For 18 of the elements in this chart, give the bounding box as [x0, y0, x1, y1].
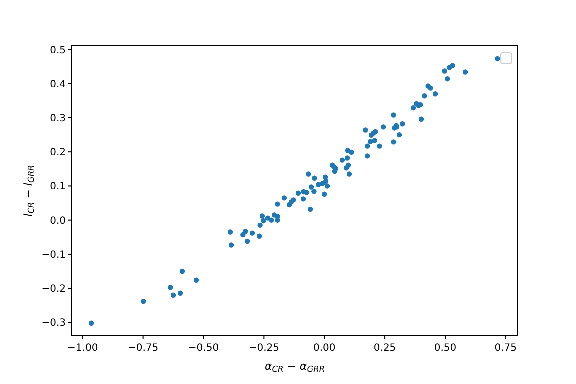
y-tick-label: −0.1 [42, 250, 66, 261]
x-tick-label: 0.00 [313, 343, 336, 354]
x-tick-label: −0.75 [128, 343, 159, 354]
x-tick-label: 0.75 [494, 343, 518, 354]
x-axis-title: α$_{CR}$ − α$_{GRR}$ [264, 360, 326, 374]
x-tick-label: −0.50 [188, 343, 220, 354]
x-tick-label: −1.00 [68, 343, 98, 354]
y-tick-label: −0.3 [42, 318, 66, 330]
y-tick-label: −0.2 [42, 284, 66, 296]
y-tick-label: 0.4 [50, 79, 66, 90]
x-tick-label: 0.25 [374, 343, 396, 354]
y-tick-label: 0.2 [50, 148, 66, 159]
x-tick-label: −0.25 [248, 343, 280, 354]
y-tick-label: 0.1 [50, 182, 66, 193]
y-tick-label: 0.5 [50, 45, 66, 56]
x-tick-label: 0.50 [434, 343, 457, 354]
y-tick-label: 0.0 [50, 216, 66, 227]
y-tick-label: 0.3 [50, 113, 66, 124]
